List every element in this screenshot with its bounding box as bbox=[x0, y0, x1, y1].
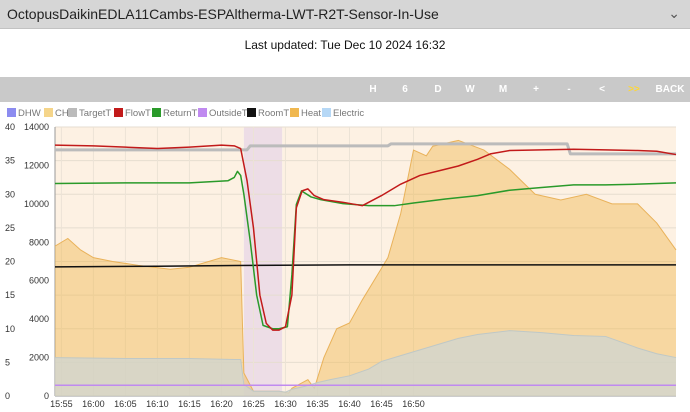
y-left-tick-label: 25 bbox=[5, 223, 15, 233]
legend-label: RoomT bbox=[258, 108, 290, 119]
y-left-tick-label: 10 bbox=[5, 324, 15, 334]
legend-flowt[interactable]: FlowT bbox=[114, 108, 151, 119]
legend-swatch-roomt bbox=[247, 108, 256, 117]
y-left-tick-label: 0 bbox=[5, 391, 10, 401]
series-returnt-line bbox=[54, 170, 677, 330]
y-left-tick-label: 30 bbox=[5, 189, 15, 199]
legend-swatch-flowt bbox=[114, 108, 123, 117]
range-month-button[interactable]: M bbox=[498, 84, 508, 95]
back-button[interactable]: BACK bbox=[655, 84, 685, 95]
legend-roomt[interactable]: RoomT bbox=[247, 108, 289, 119]
legend-swatch-electric bbox=[322, 108, 331, 117]
legend-targett[interactable]: TargetT bbox=[68, 108, 111, 119]
series-heat-edge bbox=[54, 139, 677, 394]
x-tick-label: 16:35 bbox=[306, 399, 329, 409]
y-left-tick-label: 20 bbox=[5, 257, 15, 267]
y-right-tick-label: 6000 bbox=[29, 276, 49, 286]
x-tick-label: 16:20 bbox=[210, 399, 233, 409]
y-left-tick-label: 15 bbox=[5, 290, 15, 300]
series-electric-edge bbox=[54, 330, 677, 393]
y-right-tick-label: 14000 bbox=[24, 122, 49, 132]
jump-latest-button[interactable]: >> bbox=[628, 84, 640, 95]
time-navigation-bar: H 6 D W M + - < >> BACK bbox=[0, 77, 690, 102]
dashboard-title: OctopusDaikinEDLA11Cambs-ESPAltherma-LWT… bbox=[7, 6, 439, 22]
x-tick-label: 16:15 bbox=[178, 399, 201, 409]
range-hour-button[interactable]: H bbox=[369, 84, 377, 95]
range-day-button[interactable]: D bbox=[434, 84, 442, 95]
legend-label: OutsideT bbox=[209, 108, 248, 119]
range-6h-button[interactable]: 6 bbox=[402, 84, 408, 95]
heating-chart[interactable]: 0 5 10 15 20 25 30 35 40 0 2000 4000 6000 8000 10000 12… bbox=[0, 120, 690, 412]
chart-legend: DHW CH TargetT FlowT ReturnT OutsideT Ro… bbox=[0, 108, 690, 122]
x-tick-label: 15:55 bbox=[50, 399, 73, 409]
y-left-tick-label: 35 bbox=[5, 156, 15, 166]
y-right-tick-label: 2000 bbox=[29, 353, 49, 363]
series-roomt-line bbox=[54, 264, 676, 268]
legend-returnt[interactable]: ReturnT bbox=[152, 108, 197, 119]
step-back-button[interactable]: < bbox=[599, 84, 605, 95]
y-right-tick-label: 8000 bbox=[29, 237, 49, 247]
legend-swatch-targett bbox=[68, 108, 77, 117]
series-electric-area bbox=[55, 330, 676, 396]
x-tick-label: 16:30 bbox=[274, 399, 297, 409]
x-tick-label: 16:00 bbox=[82, 399, 105, 409]
legend-label: DHW bbox=[18, 108, 41, 119]
legend-label: Heat bbox=[301, 108, 322, 119]
x-tick-label: 16:10 bbox=[146, 399, 169, 409]
legend-swatch-outsidet bbox=[198, 108, 207, 117]
legend-label: CH bbox=[55, 108, 69, 119]
y-left-tick-label: 5 bbox=[5, 357, 10, 367]
series-targett-line bbox=[55, 142, 676, 156]
window-title-bar: OctopusDaikinEDLA11Cambs-ESPAltherma-LWT… bbox=[0, 0, 690, 29]
x-tick-label: 16:40 bbox=[338, 399, 361, 409]
legend-swatch-ch bbox=[44, 108, 53, 117]
x-tick-label: 16:25 bbox=[242, 399, 265, 409]
series-flowt-line bbox=[54, 144, 677, 331]
y-right-tick-label: 12000 bbox=[24, 160, 49, 170]
legend-ch[interactable]: CH bbox=[44, 108, 69, 119]
legend-swatch-returnt bbox=[152, 108, 161, 117]
last-updated-text: Last updated: Tue Dec 10 2024 16:32 bbox=[244, 38, 446, 52]
y-left-tick-label: 40 bbox=[5, 122, 15, 132]
legend-swatch-heat bbox=[290, 108, 299, 117]
y-right-tick-label: 10000 bbox=[24, 199, 49, 209]
range-week-button[interactable]: W bbox=[465, 84, 475, 95]
legend-label: ReturnT bbox=[163, 108, 198, 119]
x-tick-label: 16:05 bbox=[114, 399, 137, 409]
chevron-down-icon[interactable]: ⌄ bbox=[668, 5, 680, 21]
legend-outsidet[interactable]: OutsideT bbox=[198, 108, 248, 119]
legend-swatch-dhw bbox=[7, 108, 16, 117]
zoom-out-button[interactable]: - bbox=[567, 84, 571, 95]
legend-electric[interactable]: Electric bbox=[322, 108, 364, 119]
zoom-in-button[interactable]: + bbox=[533, 84, 539, 95]
legend-dhw[interactable]: DHW bbox=[7, 108, 41, 119]
x-tick-label: 16:50 bbox=[402, 399, 425, 409]
legend-label: FlowT bbox=[125, 108, 151, 119]
legend-label: TargetT bbox=[79, 108, 112, 119]
x-tick-label: 16:45 bbox=[370, 399, 393, 409]
legend-heat[interactable]: Heat bbox=[290, 108, 321, 119]
y-right-tick-label: 4000 bbox=[29, 314, 49, 324]
y-right-tick-label: 0 bbox=[44, 391, 49, 401]
legend-label: Electric bbox=[333, 108, 365, 119]
